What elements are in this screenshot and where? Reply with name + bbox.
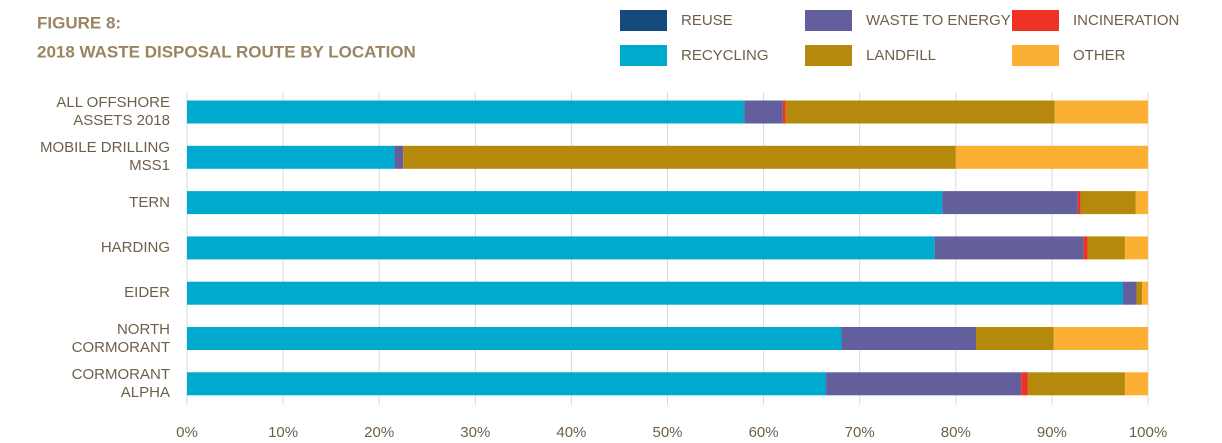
bar-segment [1123,281,1137,305]
bar-segment [1027,372,1125,396]
bar-segment [1136,281,1143,305]
bar-segment [187,100,745,124]
bar-segment [782,100,786,124]
y-tick-label: MOBILE DRILLING MSS1 [39,139,170,175]
x-tick-label: 90% [1037,424,1067,441]
bar-segment [744,100,783,124]
bar-segment [1054,100,1148,124]
bar-segment [1080,191,1136,215]
bar-segment [187,191,943,215]
x-tick-label: 10% [268,424,298,441]
bar-segment [1142,281,1148,305]
legend-label: WASTE TO ENERGY [866,12,1011,29]
x-tick-label: 30% [460,424,490,441]
bar-segment [394,145,404,169]
x-tick-label: 100% [1129,424,1167,441]
legend-swatch [620,10,667,31]
bar-segment [1135,191,1148,215]
bar-segment [1053,327,1148,350]
y-tick-label: CORMORANT ALPHA [71,365,170,401]
bar-segment [841,327,976,350]
bar-segment [187,372,827,396]
legend-swatch [1012,10,1059,31]
y-tick-label: NORTH CORMORANT [71,320,170,356]
legend-label: LANDFILL [866,47,936,64]
x-tick-label: 20% [364,424,394,441]
legend-swatch [805,10,852,31]
y-tick-label: ALL OFFSHORE ASSETS 2018 [56,94,170,129]
legend-swatch [1012,45,1059,66]
y-tick-label: HARDING [100,238,170,256]
bar-segment [403,145,956,169]
bar-segment [187,236,935,260]
legend-label: OTHER [1073,47,1126,64]
bar-segment [955,145,1148,169]
bar-segment [975,327,1054,350]
bar-segment [826,372,1022,396]
bar-segment [1021,372,1028,396]
bar-segment [187,145,395,169]
bar-segment [1083,236,1088,260]
bar-segment [1087,236,1125,260]
x-tick-label: 80% [941,424,971,441]
x-tick-label: 50% [652,424,682,441]
x-tick-label: 0% [176,424,198,441]
y-tick-label: TERN [129,193,170,211]
bar-segment [187,327,842,350]
bar-segment [934,236,1084,260]
y-tick-label: EIDER [124,284,170,302]
x-tick-label: 70% [845,424,875,441]
x-tick-label: 60% [749,424,779,441]
legend-label: RECYCLING [681,47,769,64]
legend-label: REUSE [681,12,733,29]
bar-segment [942,191,1078,215]
bar-segment [785,100,1055,124]
bar-segment [1124,372,1148,396]
legend-swatch [620,45,667,66]
bar-segment [187,281,1124,305]
legend-swatch [805,45,852,66]
legend-label: INCINERATION [1073,12,1179,29]
bar-segment [1077,191,1081,215]
chart-subtitle: 2018 WASTE DISPOSAL ROUTE BY LOCATION [37,42,416,61]
x-tick-label: 40% [556,424,586,441]
chart-title: FIGURE 8: [37,13,121,32]
bar-segment [1124,236,1148,260]
